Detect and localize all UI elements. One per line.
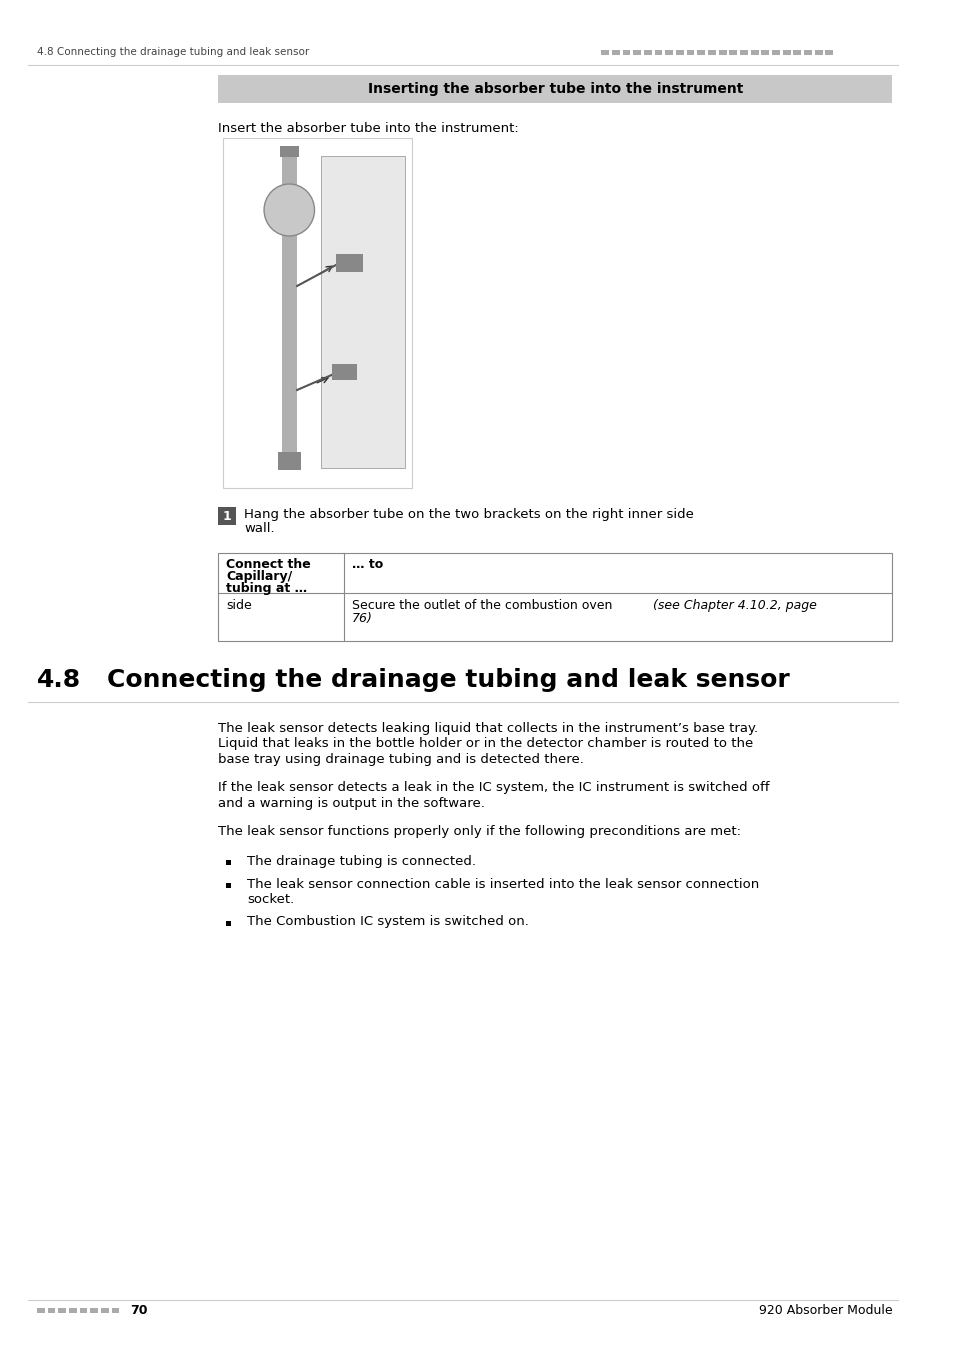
Circle shape (264, 184, 314, 236)
FancyBboxPatch shape (91, 1308, 98, 1314)
FancyBboxPatch shape (226, 883, 231, 887)
FancyBboxPatch shape (226, 921, 231, 926)
Text: The leak sensor functions properly only if the following preconditions are met:: The leak sensor functions properly only … (218, 825, 740, 838)
FancyBboxPatch shape (279, 146, 298, 157)
FancyBboxPatch shape (112, 1308, 119, 1314)
FancyBboxPatch shape (69, 1308, 76, 1314)
Text: socket.: socket. (247, 892, 294, 906)
FancyBboxPatch shape (48, 1308, 55, 1314)
Text: Inserting the absorber tube into the instrument: Inserting the absorber tube into the ins… (367, 82, 742, 96)
FancyBboxPatch shape (218, 508, 235, 525)
Text: Connect the: Connect the (226, 558, 311, 571)
FancyBboxPatch shape (218, 76, 891, 103)
FancyBboxPatch shape (686, 50, 694, 55)
Text: … to: … to (352, 558, 383, 571)
Text: Insert the absorber tube into the instrument:: Insert the absorber tube into the instru… (218, 122, 518, 135)
FancyBboxPatch shape (223, 138, 412, 487)
FancyBboxPatch shape (612, 50, 619, 55)
Text: Liquid that leaks in the bottle holder or in the detector chamber is routed to t: Liquid that leaks in the bottle holder o… (218, 737, 753, 751)
FancyBboxPatch shape (633, 50, 640, 55)
Text: tubing at …: tubing at … (226, 582, 307, 595)
Text: Secure the outlet of the combustion oven: Secure the outlet of the combustion oven (352, 599, 616, 612)
FancyBboxPatch shape (740, 50, 747, 55)
Text: side: side (226, 599, 252, 612)
FancyBboxPatch shape (697, 50, 704, 55)
FancyBboxPatch shape (750, 50, 758, 55)
Text: Connecting the drainage tubing and leak sensor: Connecting the drainage tubing and leak … (107, 668, 789, 693)
Text: base tray using drainage tubing and is detected there.: base tray using drainage tubing and is d… (218, 753, 583, 765)
FancyBboxPatch shape (101, 1308, 109, 1314)
FancyBboxPatch shape (654, 50, 661, 55)
Text: 920 Absorber Module: 920 Absorber Module (758, 1304, 891, 1318)
FancyBboxPatch shape (729, 50, 737, 55)
Text: Capillary/: Capillary/ (226, 570, 292, 583)
FancyBboxPatch shape (58, 1308, 66, 1314)
Text: The leak sensor detects leaking liquid that collects in the instrument’s base tr: The leak sensor detects leaking liquid t… (218, 722, 758, 734)
Text: 4.8: 4.8 (37, 668, 81, 693)
Text: 4.8 Connecting the drainage tubing and leak sensor: 4.8 Connecting the drainage tubing and l… (37, 47, 309, 57)
FancyBboxPatch shape (37, 1308, 45, 1314)
Text: and a warning is output in the software.: and a warning is output in the software. (218, 796, 485, 810)
FancyBboxPatch shape (600, 50, 609, 55)
FancyBboxPatch shape (707, 50, 715, 55)
FancyBboxPatch shape (226, 860, 231, 865)
FancyBboxPatch shape (760, 50, 768, 55)
FancyBboxPatch shape (803, 50, 811, 55)
Text: 76): 76) (352, 612, 373, 625)
Text: If the leak sensor detects a leak in the IC system, the IC instrument is switche: If the leak sensor detects a leak in the… (218, 782, 769, 795)
FancyBboxPatch shape (814, 50, 821, 55)
FancyBboxPatch shape (277, 452, 300, 470)
Text: 70: 70 (130, 1304, 148, 1318)
FancyBboxPatch shape (335, 254, 363, 271)
Text: The leak sensor connection cable is inserted into the leak sensor connection: The leak sensor connection cable is inse… (247, 878, 759, 891)
FancyBboxPatch shape (643, 50, 651, 55)
Text: Hang the absorber tube on the two brackets on the right inner side: Hang the absorber tube on the two bracke… (244, 508, 694, 521)
FancyBboxPatch shape (664, 50, 673, 55)
Text: wall.: wall. (244, 522, 274, 536)
FancyBboxPatch shape (218, 554, 891, 641)
FancyBboxPatch shape (79, 1308, 88, 1314)
FancyBboxPatch shape (321, 157, 404, 468)
FancyBboxPatch shape (718, 50, 726, 55)
Text: The drainage tubing is connected.: The drainage tubing is connected. (247, 855, 476, 868)
FancyBboxPatch shape (332, 364, 356, 379)
FancyBboxPatch shape (622, 50, 630, 55)
FancyBboxPatch shape (824, 50, 832, 55)
Text: 1: 1 (222, 509, 232, 522)
Text: The Combustion IC system is switched on.: The Combustion IC system is switched on. (247, 915, 529, 929)
Text: (see Chapter 4.10.2, page: (see Chapter 4.10.2, page (652, 599, 816, 612)
FancyBboxPatch shape (771, 50, 779, 55)
FancyBboxPatch shape (676, 50, 683, 55)
FancyBboxPatch shape (782, 50, 790, 55)
FancyBboxPatch shape (793, 50, 801, 55)
FancyBboxPatch shape (281, 157, 296, 466)
